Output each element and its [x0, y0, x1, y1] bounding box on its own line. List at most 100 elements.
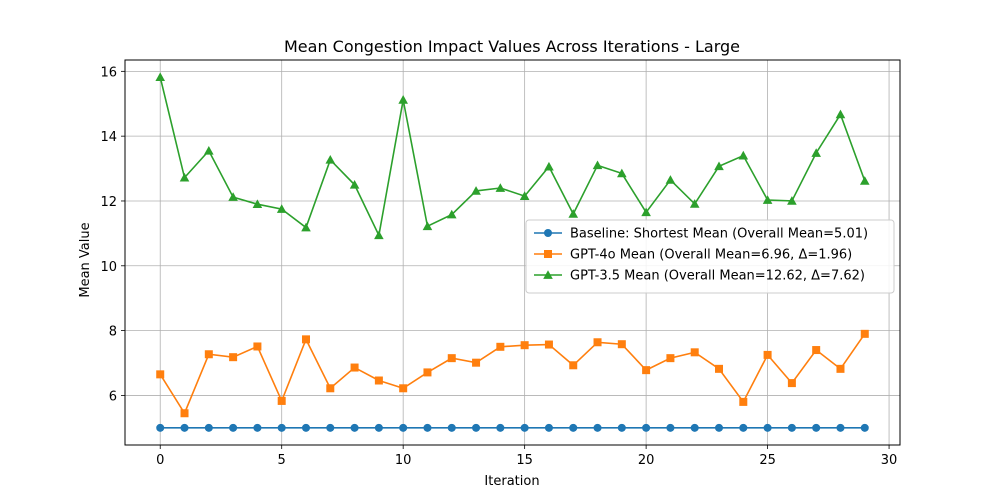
- data-point: [180, 409, 189, 418]
- data-point: [204, 145, 214, 155]
- data-point: [495, 183, 506, 192]
- data-point: [398, 95, 408, 104]
- data-point: [690, 423, 699, 432]
- data-point: [811, 148, 821, 157]
- data-point: [204, 423, 213, 432]
- data-point: [836, 364, 845, 373]
- x-tick-label: 5: [278, 453, 286, 468]
- data-point: [374, 423, 383, 432]
- ticks: 0 5 10 15 20 25 30 6 8 10 12 14 16: [100, 65, 897, 468]
- legend-label: Baseline: Shortest Mean (Overall Mean=5.…: [570, 227, 868, 242]
- data-point: [666, 423, 675, 432]
- data-point: [301, 423, 310, 432]
- data-point: [519, 191, 530, 200]
- data-point: [835, 109, 846, 119]
- data-point: [277, 396, 286, 405]
- data-point: [326, 423, 335, 432]
- y-tick-label: 10: [100, 260, 117, 275]
- data-point: [739, 397, 748, 406]
- data-point: [350, 423, 359, 432]
- data-point: [859, 176, 870, 185]
- data-point: [763, 350, 772, 359]
- legend-marker: [544, 229, 552, 237]
- series-1: [156, 423, 869, 432]
- data-point: [423, 368, 432, 377]
- data-point: [544, 340, 553, 349]
- data-point: [496, 423, 505, 432]
- data-point: [544, 161, 554, 171]
- data-point: [399, 384, 408, 393]
- data-point: [593, 338, 602, 347]
- data-point: [689, 199, 700, 208]
- data-point: [399, 423, 408, 432]
- legend-label: GPT-4o Mean (Overall Mean=6.96, Δ=1.96): [570, 248, 852, 263]
- data-point: [812, 423, 821, 432]
- data-point: [860, 329, 869, 338]
- x-tick-label: 15: [516, 453, 533, 468]
- data-point: [472, 423, 481, 432]
- data-point: [762, 195, 773, 204]
- data-point: [229, 353, 238, 362]
- data-point: [179, 172, 190, 182]
- data-point: [253, 342, 262, 351]
- data-point: [228, 192, 238, 201]
- data-point: [715, 423, 724, 432]
- data-point: [301, 335, 310, 344]
- data-point: [253, 423, 262, 432]
- series-line: [159, 333, 866, 415]
- data-point: [617, 340, 626, 349]
- data-point: [642, 423, 651, 432]
- data-point: [617, 168, 627, 178]
- data-point: [569, 361, 578, 370]
- data-point: [592, 160, 603, 170]
- legend-label: GPT-3.5 Mean (Overall Mean=12.62, Δ=7.62…: [570, 269, 865, 284]
- legend-item: Baseline: Shortest Mean (Overall Mean=5.…: [534, 227, 868, 242]
- data-point: [277, 423, 286, 432]
- x-tick-label: 10: [395, 453, 412, 468]
- data-point: [520, 341, 529, 350]
- legend-item: GPT-4o Mean (Overall Mean=6.96, Δ=1.96): [534, 248, 852, 263]
- data-point: [860, 423, 869, 432]
- data-point: [252, 199, 263, 209]
- series-2: [156, 329, 869, 418]
- data-point: [569, 423, 578, 432]
- y-tick-label: 6: [109, 389, 117, 404]
- data-point: [447, 423, 456, 432]
- data-point: [156, 370, 165, 379]
- data-point: [641, 207, 651, 217]
- y-tick-label: 12: [100, 195, 117, 210]
- x-tick-label: 25: [759, 453, 776, 468]
- data-point: [423, 423, 432, 432]
- data-point: [446, 209, 457, 219]
- data-point: [204, 350, 213, 359]
- data-point: [642, 366, 651, 375]
- data-point: [229, 423, 238, 432]
- data-point: [763, 423, 772, 432]
- data-point: [301, 222, 311, 232]
- data-point: [472, 358, 481, 367]
- data-point: [471, 186, 481, 195]
- data-point: [715, 364, 724, 373]
- data-point: [374, 230, 384, 240]
- data-point: [787, 423, 796, 432]
- x-tick-label: 0: [156, 453, 164, 468]
- data-point: [447, 354, 456, 363]
- data-point: [544, 423, 553, 432]
- data-point: [836, 423, 845, 432]
- legend: Baseline: Shortest Mean (Overall Mean=5.…: [525, 219, 895, 294]
- data-point: [155, 72, 166, 82]
- data-point: [350, 363, 359, 372]
- y-tick-label: 16: [100, 65, 117, 80]
- data-point: [325, 155, 336, 164]
- series-group: [155, 72, 870, 432]
- y-axis-label: Mean Value: [78, 222, 93, 297]
- plot-frame: [124, 59, 901, 446]
- series-3: [155, 72, 870, 240]
- legend-marker: [544, 250, 552, 258]
- legend-box: [525, 219, 895, 294]
- data-point: [787, 379, 796, 388]
- data-point: [156, 423, 165, 432]
- x-axis-label: Iteration: [484, 474, 539, 489]
